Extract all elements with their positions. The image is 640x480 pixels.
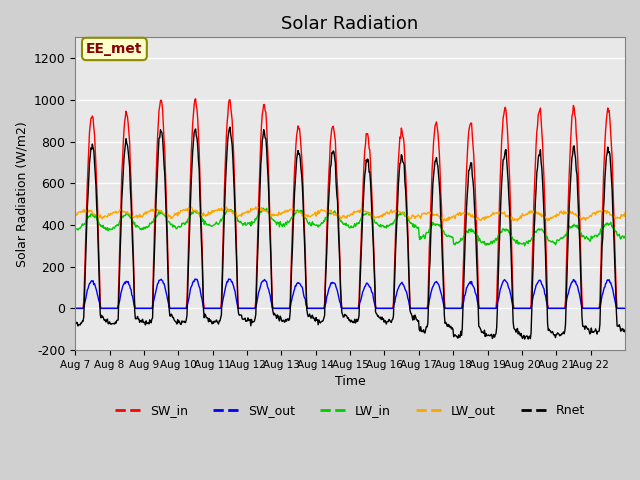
Rnet (621, 329, 629, 335)
LW_in (265, 209, 273, 215)
SW_out (71, 305, 79, 311)
Rnet (71, 320, 79, 326)
Line: SW_out: SW_out (75, 279, 625, 308)
SW_in (136, 305, 143, 311)
SW_out (237, 305, 245, 311)
SW_in (71, 305, 79, 311)
LW_in (259, 205, 267, 211)
LW_out (408, 215, 415, 220)
LW_in (621, 233, 629, 239)
SW_out (621, 305, 629, 311)
LW_in (408, 220, 415, 226)
Line: Rnet: Rnet (75, 127, 625, 339)
Y-axis label: Solar Radiation (W/m2): Solar Radiation (W/m2) (15, 121, 28, 266)
LW_out (71, 211, 79, 217)
LW_in (237, 218, 244, 224)
LW_in (71, 226, 79, 232)
SW_out (136, 305, 143, 311)
SW_in (285, 305, 293, 311)
Rnet (226, 124, 234, 130)
LW_in (438, 227, 446, 232)
LW_out (438, 215, 446, 221)
Line: LW_out: LW_out (75, 207, 625, 221)
SW_out (225, 276, 232, 282)
SW_in (192, 96, 200, 102)
SW_out (408, 305, 415, 311)
LW_in (136, 226, 143, 231)
LW_out (621, 210, 629, 216)
LW_out (252, 204, 260, 210)
SW_in (621, 305, 629, 311)
Line: LW_in: LW_in (75, 208, 625, 246)
SW_out (265, 287, 273, 293)
SW_in (438, 229, 446, 235)
LW_out (237, 212, 244, 218)
Rnet (265, 190, 273, 196)
Rnet (408, 311, 415, 317)
LW_in (285, 218, 293, 224)
Rnet (285, 316, 293, 322)
SW_in (408, 305, 415, 311)
Title: Solar Radiation: Solar Radiation (282, 15, 419, 33)
Rnet (521, 336, 529, 342)
SW_in (237, 305, 245, 311)
LW_in (521, 243, 529, 249)
Rnet (136, 320, 143, 325)
Legend: SW_in, SW_out, LW_in, LW_out, Rnet: SW_in, SW_out, LW_in, LW_out, Rnet (110, 399, 590, 422)
LW_out (265, 211, 273, 216)
LW_out (285, 207, 293, 213)
Line: SW_in: SW_in (75, 99, 625, 308)
Rnet (237, 312, 245, 318)
SW_out (438, 295, 446, 301)
SW_in (265, 173, 273, 179)
X-axis label: Time: Time (335, 375, 365, 388)
LW_out (440, 218, 447, 224)
SW_out (285, 305, 293, 311)
Rnet (438, 251, 446, 257)
LW_out (136, 211, 143, 217)
Text: EE_met: EE_met (86, 42, 143, 56)
